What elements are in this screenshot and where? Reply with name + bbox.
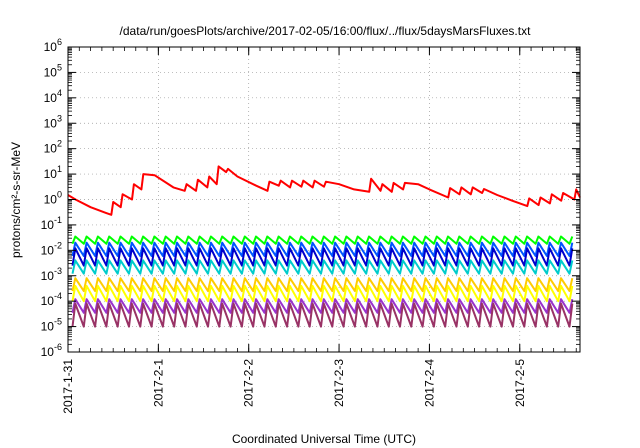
y-tick-label: 10-6 bbox=[41, 342, 62, 359]
y-tick-label: 106 bbox=[44, 37, 62, 54]
x-tick-label: 2017-2-5 bbox=[513, 359, 527, 407]
x-tick-label: 2017-2-2 bbox=[242, 359, 256, 407]
chart-title: /data/run/goesPlots/archive/2017-02-05/1… bbox=[120, 24, 532, 38]
y-tick-label: 10-1 bbox=[41, 215, 62, 232]
series-line bbox=[71, 259, 574, 275]
x-axis-label: Coordinated Universal Time (UTC) bbox=[232, 432, 416, 446]
axes: 106 105 104 103 102 101 100 10-1 10-2 10-3 10-4 10-… bbox=[41, 37, 580, 414]
x-tick-label: 2017-2-4 bbox=[422, 359, 436, 407]
series-group bbox=[67, 165, 581, 328]
y-tick-label: 104 bbox=[44, 88, 62, 105]
y-tick-label: 10-2 bbox=[41, 240, 62, 257]
y-tick-label: 10-4 bbox=[41, 291, 62, 308]
y-tick-label: 10-5 bbox=[41, 317, 62, 334]
series-line bbox=[71, 284, 574, 303]
y-tick-label: 105 bbox=[44, 62, 62, 79]
y-tick-label: 10-3 bbox=[41, 266, 62, 283]
series-line bbox=[71, 298, 574, 314]
series-line bbox=[71, 241, 574, 257]
series-line bbox=[71, 235, 574, 245]
x-tick-label: 2017-2-1 bbox=[151, 359, 165, 407]
y-axis-label: protons/cm²-s-sr-MeV bbox=[9, 142, 23, 258]
y-tick-label: 101 bbox=[44, 164, 62, 181]
series-line bbox=[71, 302, 574, 328]
x-tick-label: 2017-1-31 bbox=[61, 359, 75, 414]
y-tick-label: 100 bbox=[44, 190, 62, 207]
series-line bbox=[67, 165, 581, 216]
series-line bbox=[71, 247, 574, 267]
y-tick-label: 103 bbox=[44, 113, 62, 130]
x-tick-label: 2017-2-3 bbox=[332, 359, 346, 407]
series-line bbox=[71, 277, 574, 293]
y-tick-label: 102 bbox=[44, 139, 62, 156]
